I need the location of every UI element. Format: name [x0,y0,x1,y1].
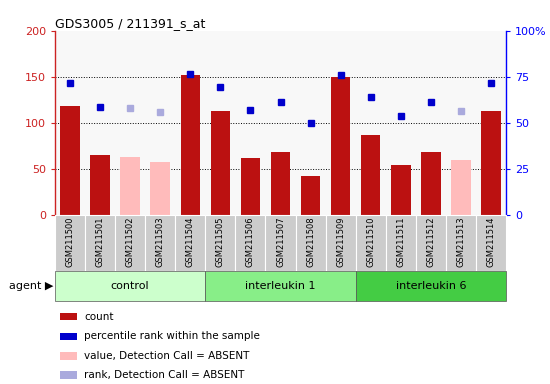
Bar [266,215,295,271]
Bar [55,215,85,271]
Bar [241,158,260,215]
Text: value, Detection Call = ABSENT: value, Detection Call = ABSENT [84,351,249,361]
Text: count: count [84,312,113,322]
Bar [60,333,77,340]
Bar [205,271,356,301]
Bar [481,111,500,215]
Text: GSM211504: GSM211504 [186,217,195,267]
Bar [60,106,80,215]
Bar [60,313,77,320]
Text: GSM211512: GSM211512 [426,217,436,267]
Bar [60,371,77,379]
Bar [60,353,77,360]
Bar [55,271,205,301]
Bar [175,215,205,271]
Text: GSM211505: GSM211505 [216,217,225,267]
Text: percentile rank within the sample: percentile rank within the sample [84,331,260,341]
Bar [90,155,110,215]
Text: GSM211507: GSM211507 [276,217,285,267]
Bar [391,165,410,215]
Text: interleukin 1: interleukin 1 [245,281,316,291]
Bar [416,215,446,271]
Text: GSM211514: GSM211514 [486,217,496,267]
Bar [180,75,200,215]
Text: GSM211506: GSM211506 [246,217,255,267]
Text: GSM211501: GSM211501 [96,217,104,267]
Bar [451,160,471,215]
Bar [271,152,290,215]
Bar [356,271,506,301]
Bar [476,215,506,271]
Bar [211,111,230,215]
Bar [295,215,326,271]
Bar [356,215,386,271]
Bar [446,215,476,271]
Bar [120,157,140,215]
Text: GSM211502: GSM211502 [125,217,135,267]
Text: GSM211513: GSM211513 [456,217,465,267]
Bar [361,135,381,215]
Bar [115,215,145,271]
Bar [85,215,115,271]
Text: GSM211511: GSM211511 [396,217,405,267]
Bar [331,77,350,215]
Text: GSM211503: GSM211503 [156,217,165,267]
Text: rank, Detection Call = ABSENT: rank, Detection Call = ABSENT [84,370,244,380]
Text: control: control [111,281,150,291]
Text: GSM211500: GSM211500 [65,217,75,267]
Text: interleukin 6: interleukin 6 [395,281,466,291]
Text: agent ▶: agent ▶ [9,281,53,291]
Bar [235,215,266,271]
Bar [145,215,175,271]
Bar [301,176,320,215]
Bar [151,162,170,215]
Text: GDS3005 / 211391_s_at: GDS3005 / 211391_s_at [55,17,205,30]
Text: GSM211509: GSM211509 [336,217,345,267]
Text: GSM211510: GSM211510 [366,217,375,267]
Bar [421,152,441,215]
Bar [205,215,235,271]
Bar [326,215,356,271]
Text: GSM211508: GSM211508 [306,217,315,267]
Bar [386,215,416,271]
